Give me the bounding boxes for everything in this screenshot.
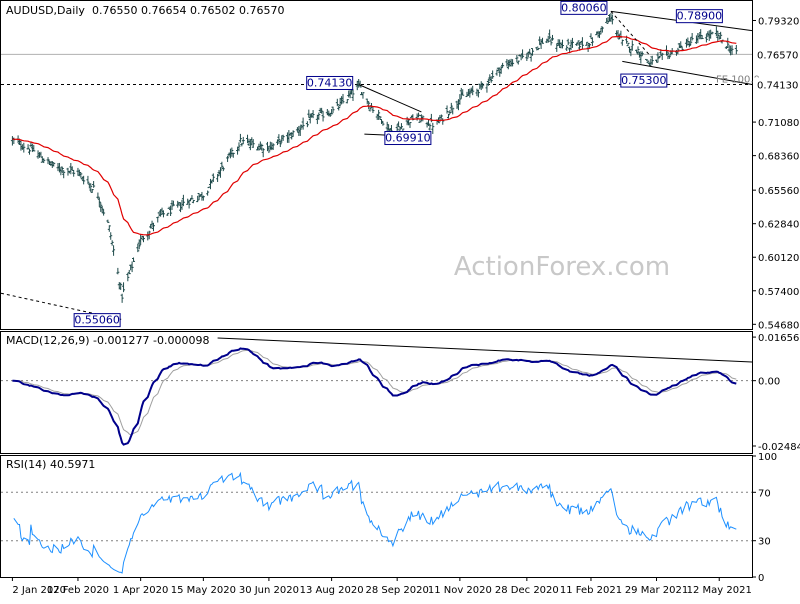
annotation-label: 0.75300 [621,74,667,87]
x-tick-label: 11 Nov 2020 [428,585,492,596]
annotation-box [620,73,668,88]
annotation-label: 0.69910 [385,132,431,145]
fe-price-tag: 0.74130 [757,80,798,91]
moving-average-line [12,35,737,236]
x-tick-label: 2 Jan 2020 [12,585,66,596]
price-y-tick-label: 0.68360 [758,152,799,163]
trendline-dashed-peak [610,11,652,57]
fe-label: FE 100.0 [716,74,760,85]
x-tick-label: 29 Mar 2021 [625,585,688,596]
price-panel-frame [0,0,753,330]
rsi-header: RSI(14) 40.5971 [6,458,95,471]
annotation-box [73,313,121,328]
x-tick-label: 28 Sep 2020 [365,585,428,596]
macd-y-tick-label: 0.016567 [758,333,800,344]
x-tick-label: 1 Apr 2020 [113,585,168,596]
rsi-y-tick-label: 70 [758,488,771,499]
macd-line [12,347,737,446]
current-price-tag: 0.76570 [757,50,798,61]
price-y-tick-label: 0.57400 [758,287,799,298]
price-y-tick-label: 0.71080 [758,118,799,129]
macd-layer [1,337,753,446]
rsi-y-tick-label: 30 [758,537,771,548]
fe-price-tag-bg [753,77,799,92]
annotation-label: 0.74130 [307,76,353,89]
x-tick-label: 28 Dec 2020 [495,585,559,596]
price-y-tick-label: 0.62840 [758,220,799,231]
current-price-tag-bg [753,47,799,62]
annotation-label: 0.80060 [561,1,607,14]
watermark: ActionForex.com [454,252,670,282]
annotation-box [384,131,432,146]
rsi-y-tick-label: 100 [758,452,777,463]
price-y-tick-label: 0.54680 [758,320,799,331]
macd-divergence-line [217,337,753,363]
macd-header: MACD(12,26,9) -0.001277 -0.000098 [6,334,209,347]
x-tick-label: 12 May 2021 [687,585,752,596]
price-layer: 0.55060 0.74130 0.69910 0.80060 0.75300 0.789… [0,0,760,328]
macd-y-tick-label: 0.00 [758,377,780,388]
price-y-tick-label: 0.79320 [758,16,799,27]
x-tick-label: 13 Aug 2020 [300,585,364,596]
x-tick-label: 11 Feb 2021 [560,585,622,596]
price-y-tick-label: 0.65560 [758,186,799,197]
rsi-layer [1,471,752,574]
price-header-symbol: AUDUSD,Daily [6,4,85,17]
axis-layer: 0.79320 0.71080 0.68360 0.65560 0.62840 0.601… [11,16,800,596]
rsi-y-tick-label: 0 [758,573,764,584]
rsi-line [13,471,737,574]
trendline-upper-triangle [358,84,422,113]
annotation-box [306,75,354,90]
macd-panel-frame [0,331,753,454]
annotation-box [675,9,723,24]
x-tick-label: 17 Feb 2020 [47,585,109,596]
x-tick-label: 30 Jun 2020 [239,585,299,596]
annotation-label: 0.78900 [677,10,723,23]
annotation-box [560,0,608,15]
rsi-panel-frame [0,455,753,578]
x-tick-label: 15 May 2020 [171,585,236,596]
trendline-lower-wedge [622,60,753,85]
price-header-ohlc: 0.76550 0.76654 0.76502 0.76570 [92,4,284,17]
macd-y-tick-label: -0.02484 [758,442,800,453]
price-y-tick-label: 0.60120 [758,253,799,264]
annotation-label: 0.55060 [74,314,120,327]
